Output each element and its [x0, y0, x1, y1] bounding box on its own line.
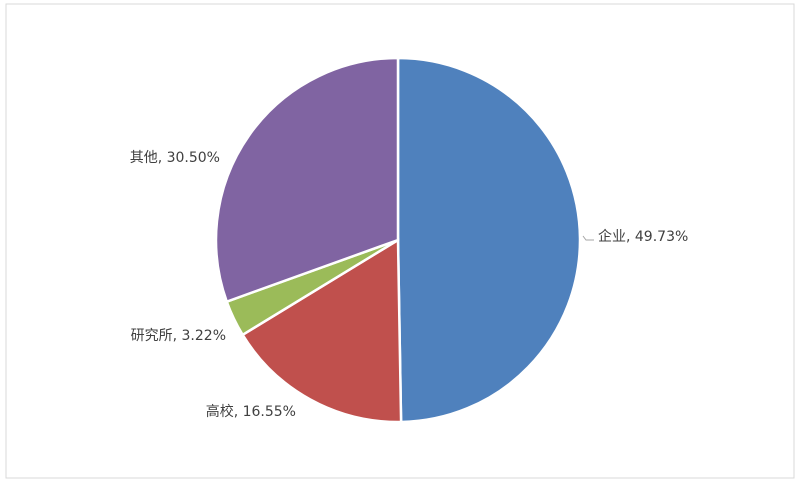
data-label: 高校, 16.55% — [206, 403, 296, 420]
data-label: 研究所, 3.22% — [131, 328, 226, 344]
data-label: 企业, 49.73% — [598, 228, 688, 245]
data-label: 其他, 30.50% — [130, 150, 220, 166]
pie-slice — [396, 56, 582, 424]
pie-slice — [240, 237, 403, 424]
pie-slice — [214, 56, 400, 304]
leader-line — [582, 235, 594, 241]
